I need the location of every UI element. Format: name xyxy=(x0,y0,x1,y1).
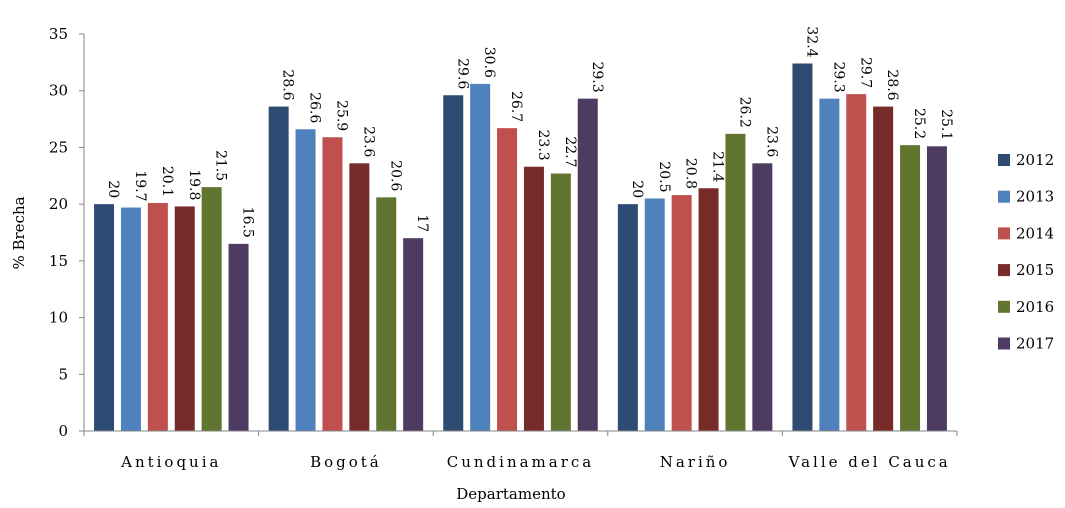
data-label: 29.7 xyxy=(857,57,873,88)
bars-group xyxy=(94,63,947,432)
bar-2016-nariño xyxy=(725,133,746,431)
data-label: 23.3 xyxy=(535,130,551,161)
data-label: 30.6 xyxy=(481,47,497,78)
data-label: 25.2 xyxy=(911,108,927,139)
y-axis-title: % Brecha xyxy=(10,196,28,269)
bar-2015-bogotá xyxy=(349,163,370,431)
data-label: 19.7 xyxy=(132,170,148,201)
data-label: 20.1 xyxy=(159,166,175,197)
bar-2016-cundinamarca xyxy=(550,173,571,431)
data-label: 20.6 xyxy=(387,160,403,191)
x-tick-label: Valle del Cauca xyxy=(788,453,951,471)
legend-swatch-2016 xyxy=(998,300,1010,313)
legend-swatch-2015 xyxy=(998,264,1010,277)
data-label: 21.5 xyxy=(213,150,229,181)
bar-2012-antioquia xyxy=(94,204,115,431)
legend-label-2013: 2013 xyxy=(1016,188,1054,206)
x-tick-label: Bogotá xyxy=(310,453,382,471)
data-label: 20 xyxy=(105,180,121,198)
bar-2014-valle-del-cauca xyxy=(846,94,867,432)
data-label: 20 xyxy=(629,180,645,198)
data-label: 29.3 xyxy=(830,61,846,92)
bar-2013-nariño xyxy=(644,198,665,431)
data-label: 29.6 xyxy=(454,58,470,89)
y-tick-label: 10 xyxy=(49,309,68,327)
bar-2017-cundinamarca xyxy=(577,98,598,431)
bar-2012-bogotá xyxy=(268,106,289,431)
y-tick-label: 15 xyxy=(49,252,68,270)
data-label: 20.8 xyxy=(683,158,699,189)
y-tick-label: 20 xyxy=(49,195,68,213)
data-label: 23.6 xyxy=(763,126,779,157)
bar-2014-antioquia xyxy=(147,203,168,431)
bar-2013-cundinamarca xyxy=(470,83,491,431)
bar-2012-cundinamarca xyxy=(443,95,464,431)
bar-2016-antioquia xyxy=(201,187,222,431)
x-tick-label: Nariño xyxy=(660,453,731,471)
legend-swatch-2017 xyxy=(998,337,1010,350)
bar-2014-nariño xyxy=(671,195,692,431)
y-tick-label: 25 xyxy=(49,138,68,156)
data-label: 21.4 xyxy=(710,151,726,182)
bar-2015-valle-del-cauca xyxy=(873,106,894,431)
data-label: 26.6 xyxy=(307,92,323,123)
bar-2012-valle-del-cauca xyxy=(792,63,813,432)
bar-2017-nariño xyxy=(752,163,773,431)
legend-swatch-2013 xyxy=(998,190,1010,203)
bar-2015-nariño xyxy=(698,188,719,431)
data-label: 28.6 xyxy=(884,69,900,100)
bar-2016-bogotá xyxy=(376,197,397,431)
legend: 2012 2013 2014 2015 2016 2017 xyxy=(998,151,1054,353)
data-label: 25.9 xyxy=(333,100,349,131)
data-label: 20.5 xyxy=(656,161,672,192)
bar-2015-cundinamarca xyxy=(523,166,544,431)
data-label: 25.1 xyxy=(938,109,954,140)
bar-2013-bogotá xyxy=(295,129,316,431)
y-tick-label: 30 xyxy=(49,82,68,100)
x-axis-title: Departamento xyxy=(456,485,565,503)
y-tick-label: 35 xyxy=(49,25,68,43)
data-label: 17 xyxy=(414,214,430,232)
legend-label-2014: 2014 xyxy=(1016,224,1054,242)
bar-2013-antioquia xyxy=(120,207,141,431)
data-label: 29.3 xyxy=(589,61,605,92)
bar-2013-valle-del-cauca xyxy=(819,98,840,431)
y-tick-label: 5 xyxy=(58,365,68,383)
bar-2015-antioquia xyxy=(174,206,195,431)
legend-label-2017: 2017 xyxy=(1016,335,1054,353)
bar-2014-bogotá xyxy=(322,137,343,431)
bar-2017-valle-del-cauca xyxy=(926,146,947,431)
data-label: 32.4 xyxy=(803,26,819,57)
data-label: 26.2 xyxy=(736,97,752,128)
legend-swatch-2014 xyxy=(998,227,1010,240)
x-tick-label: Antioquia xyxy=(120,453,221,471)
data-labels-group: 20 19.7 20.1 19.8 21.5 16.5 28.6 26.6 25.9 23.6 20… xyxy=(105,26,954,238)
y-axis: 0 5 10 15 20 25 30 35 xyxy=(49,25,85,440)
x-axis: Antioquia Bogotá Cundinamarca Nariño Valle d… xyxy=(83,430,958,471)
legend-label-2012: 2012 xyxy=(1016,151,1054,169)
bar-2017-antioquia xyxy=(228,243,249,431)
y-tick-label: 0 xyxy=(58,422,68,440)
x-tick-label: Cundinamarca xyxy=(447,453,594,471)
data-label: 28.6 xyxy=(280,69,296,100)
legend-swatch-2012 xyxy=(998,154,1010,166)
bar-2014-cundinamarca xyxy=(497,128,518,431)
data-label: 26.7 xyxy=(508,91,524,122)
bar-2012-nariño xyxy=(617,204,638,431)
data-label: 22.7 xyxy=(562,136,578,167)
data-label: 23.6 xyxy=(360,126,376,157)
bar-2017-bogotá xyxy=(403,238,424,431)
legend-label-2015: 2015 xyxy=(1016,261,1054,279)
data-label: 16.5 xyxy=(240,207,256,238)
data-label: 19.8 xyxy=(186,169,202,200)
legend-label-2016: 2016 xyxy=(1016,298,1054,316)
bar-2016-valle-del-cauca xyxy=(900,145,921,431)
